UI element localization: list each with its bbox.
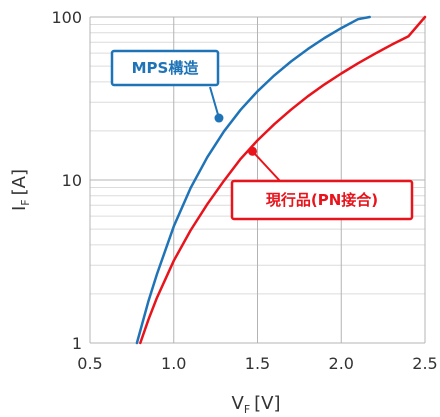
x-tick-label: 0.5 xyxy=(77,354,102,373)
y-tick-label: 1 xyxy=(72,334,82,353)
y-tick-label: 100 xyxy=(51,8,82,27)
callout-box-1 xyxy=(230,179,414,221)
callout-box-0 xyxy=(110,49,220,87)
callout-label-0: MPS構造 xyxy=(132,59,199,77)
series-line-1 xyxy=(139,15,427,345)
y-axis-title-unit: [A] xyxy=(9,169,30,195)
x-tick-label: 1.0 xyxy=(161,354,186,373)
y-axis-title-sub: F xyxy=(19,199,32,205)
x-axis-title: VF [V] xyxy=(231,393,280,416)
x-tick-label: 2.0 xyxy=(329,354,354,373)
x-axis-title-sub: F xyxy=(244,403,250,416)
x-tick-label: 2.5 xyxy=(412,354,437,373)
x-axis-title-unit: [V] xyxy=(254,393,280,414)
series-line-0 xyxy=(135,15,371,345)
series-layer xyxy=(135,15,427,345)
callout-marker-1 xyxy=(247,146,257,156)
callout-label-1: 現行品(PN接合) xyxy=(266,191,378,209)
tick-label-layer: 0.5 1.0 1.5 2.0 2.5 1 10 100 xyxy=(51,8,437,373)
callout-leader-0 xyxy=(209,86,220,119)
x-tick-label: 1.5 xyxy=(245,354,270,373)
callout-marker-0 xyxy=(214,113,224,123)
x-axis-title-main: V xyxy=(231,393,244,414)
y-axis-title-main: I xyxy=(9,206,30,211)
y-axis-title: IF [A] xyxy=(9,169,32,211)
callout-leader-1 xyxy=(251,150,281,182)
y-tick-label: 10 xyxy=(62,171,82,190)
